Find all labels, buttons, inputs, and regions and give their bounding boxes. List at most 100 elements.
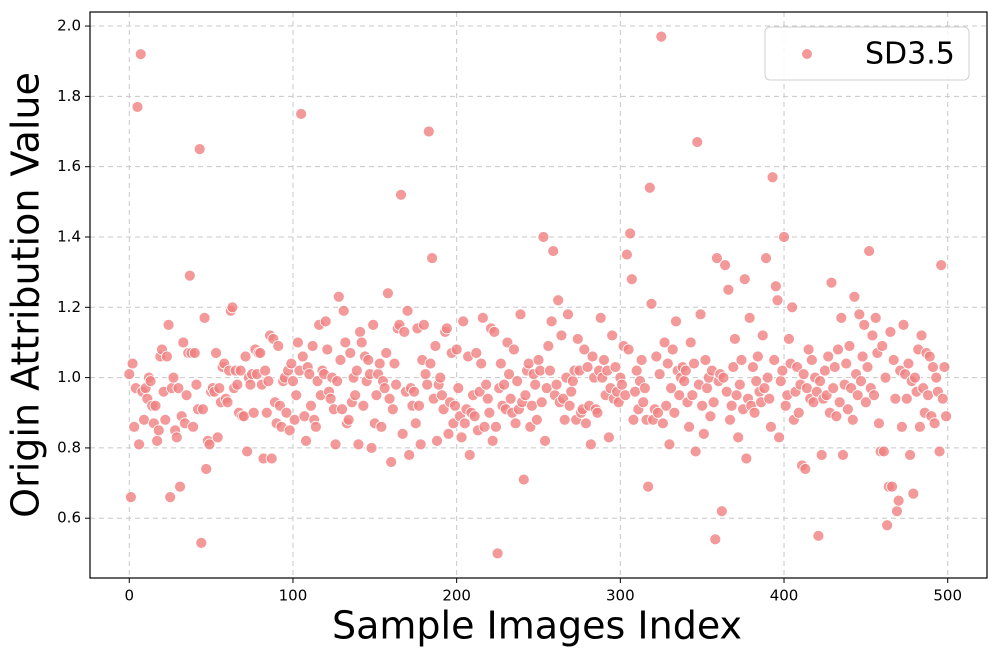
data-point bbox=[324, 392, 337, 405]
data-point bbox=[526, 399, 538, 412]
data-point bbox=[851, 389, 864, 402]
data-point bbox=[161, 350, 173, 363]
data-point bbox=[892, 494, 905, 507]
data-point bbox=[508, 343, 520, 356]
data-point bbox=[390, 378, 402, 391]
data-point bbox=[670, 315, 682, 328]
data-point bbox=[902, 357, 915, 370]
data-point bbox=[711, 252, 723, 264]
data-point bbox=[306, 340, 319, 352]
data-point bbox=[491, 547, 504, 560]
data-point bbox=[442, 427, 455, 440]
data-point bbox=[884, 326, 897, 338]
data-point bbox=[545, 315, 558, 328]
data-point bbox=[131, 101, 144, 113]
data-point bbox=[727, 361, 740, 373]
data-point bbox=[571, 333, 584, 345]
data-point bbox=[686, 389, 699, 402]
data-point bbox=[177, 336, 190, 349]
data-point bbox=[362, 354, 375, 366]
data-point bbox=[743, 311, 756, 324]
data-point bbox=[776, 364, 789, 377]
data-point bbox=[370, 389, 383, 402]
data-point bbox=[162, 318, 175, 331]
data-point bbox=[663, 438, 676, 451]
data-point bbox=[725, 399, 738, 412]
y-tick-label: 1.4 bbox=[57, 227, 81, 245]
data-point bbox=[606, 329, 619, 342]
data-point bbox=[408, 385, 420, 398]
data-point bbox=[193, 143, 206, 156]
data-point bbox=[778, 231, 790, 243]
data-point bbox=[421, 378, 434, 391]
x-tick-label: 300 bbox=[606, 587, 635, 605]
data-point bbox=[128, 420, 141, 433]
data-point bbox=[296, 350, 309, 363]
data-point bbox=[272, 340, 285, 352]
data-point bbox=[329, 438, 342, 451]
data-point bbox=[832, 343, 844, 356]
data-point bbox=[419, 368, 432, 380]
data-point bbox=[683, 420, 695, 433]
data-point bbox=[398, 326, 411, 338]
data-point bbox=[923, 350, 936, 363]
data-point bbox=[594, 311, 607, 324]
data-point bbox=[655, 30, 668, 43]
data-point bbox=[170, 431, 183, 444]
data-point bbox=[701, 382, 713, 395]
data-point bbox=[933, 445, 946, 458]
data-point bbox=[152, 424, 165, 437]
data-point bbox=[436, 389, 448, 402]
data-point bbox=[853, 308, 866, 321]
data-point bbox=[537, 231, 550, 243]
data-point bbox=[935, 259, 948, 272]
data-point bbox=[260, 406, 273, 419]
data-point bbox=[159, 413, 172, 426]
data-point bbox=[357, 399, 370, 412]
data-point bbox=[562, 308, 574, 321]
data-point bbox=[940, 410, 952, 423]
data-point bbox=[125, 491, 137, 504]
data-point bbox=[873, 417, 885, 430]
data-point bbox=[380, 347, 393, 359]
data-point bbox=[237, 410, 250, 423]
data-point bbox=[183, 269, 196, 282]
data-point bbox=[254, 347, 267, 359]
data-point bbox=[732, 431, 745, 444]
data-point bbox=[763, 392, 776, 405]
data-point bbox=[684, 336, 697, 349]
data-point bbox=[586, 350, 599, 363]
data-point bbox=[771, 294, 784, 307]
data-point bbox=[609, 361, 622, 373]
data-point bbox=[709, 533, 722, 546]
data-point bbox=[856, 350, 869, 363]
data-point bbox=[740, 452, 753, 465]
data-point bbox=[283, 424, 296, 437]
x-tick-label: 200 bbox=[442, 587, 471, 605]
data-point bbox=[812, 529, 825, 542]
data-point bbox=[291, 336, 304, 349]
x-axis-label: Sample Images Index bbox=[332, 604, 742, 648]
data-point bbox=[819, 364, 831, 377]
data-point bbox=[440, 322, 453, 335]
data-point bbox=[475, 357, 488, 370]
legend-box bbox=[764, 26, 970, 81]
data-point bbox=[300, 434, 312, 447]
data-point bbox=[620, 248, 633, 261]
data-point bbox=[578, 343, 591, 356]
data-point bbox=[231, 378, 244, 391]
data-point bbox=[887, 354, 900, 366]
data-point bbox=[403, 449, 416, 461]
data-point bbox=[221, 396, 234, 409]
data-point bbox=[891, 505, 903, 518]
data-point bbox=[167, 371, 180, 384]
data-point bbox=[807, 396, 820, 409]
data-point bbox=[722, 283, 735, 296]
data-point bbox=[801, 382, 813, 395]
data-point bbox=[694, 308, 707, 321]
data-point bbox=[288, 413, 301, 426]
data-point bbox=[174, 480, 186, 493]
data-point bbox=[350, 364, 363, 377]
data-point bbox=[635, 354, 648, 366]
data-point bbox=[830, 410, 843, 423]
